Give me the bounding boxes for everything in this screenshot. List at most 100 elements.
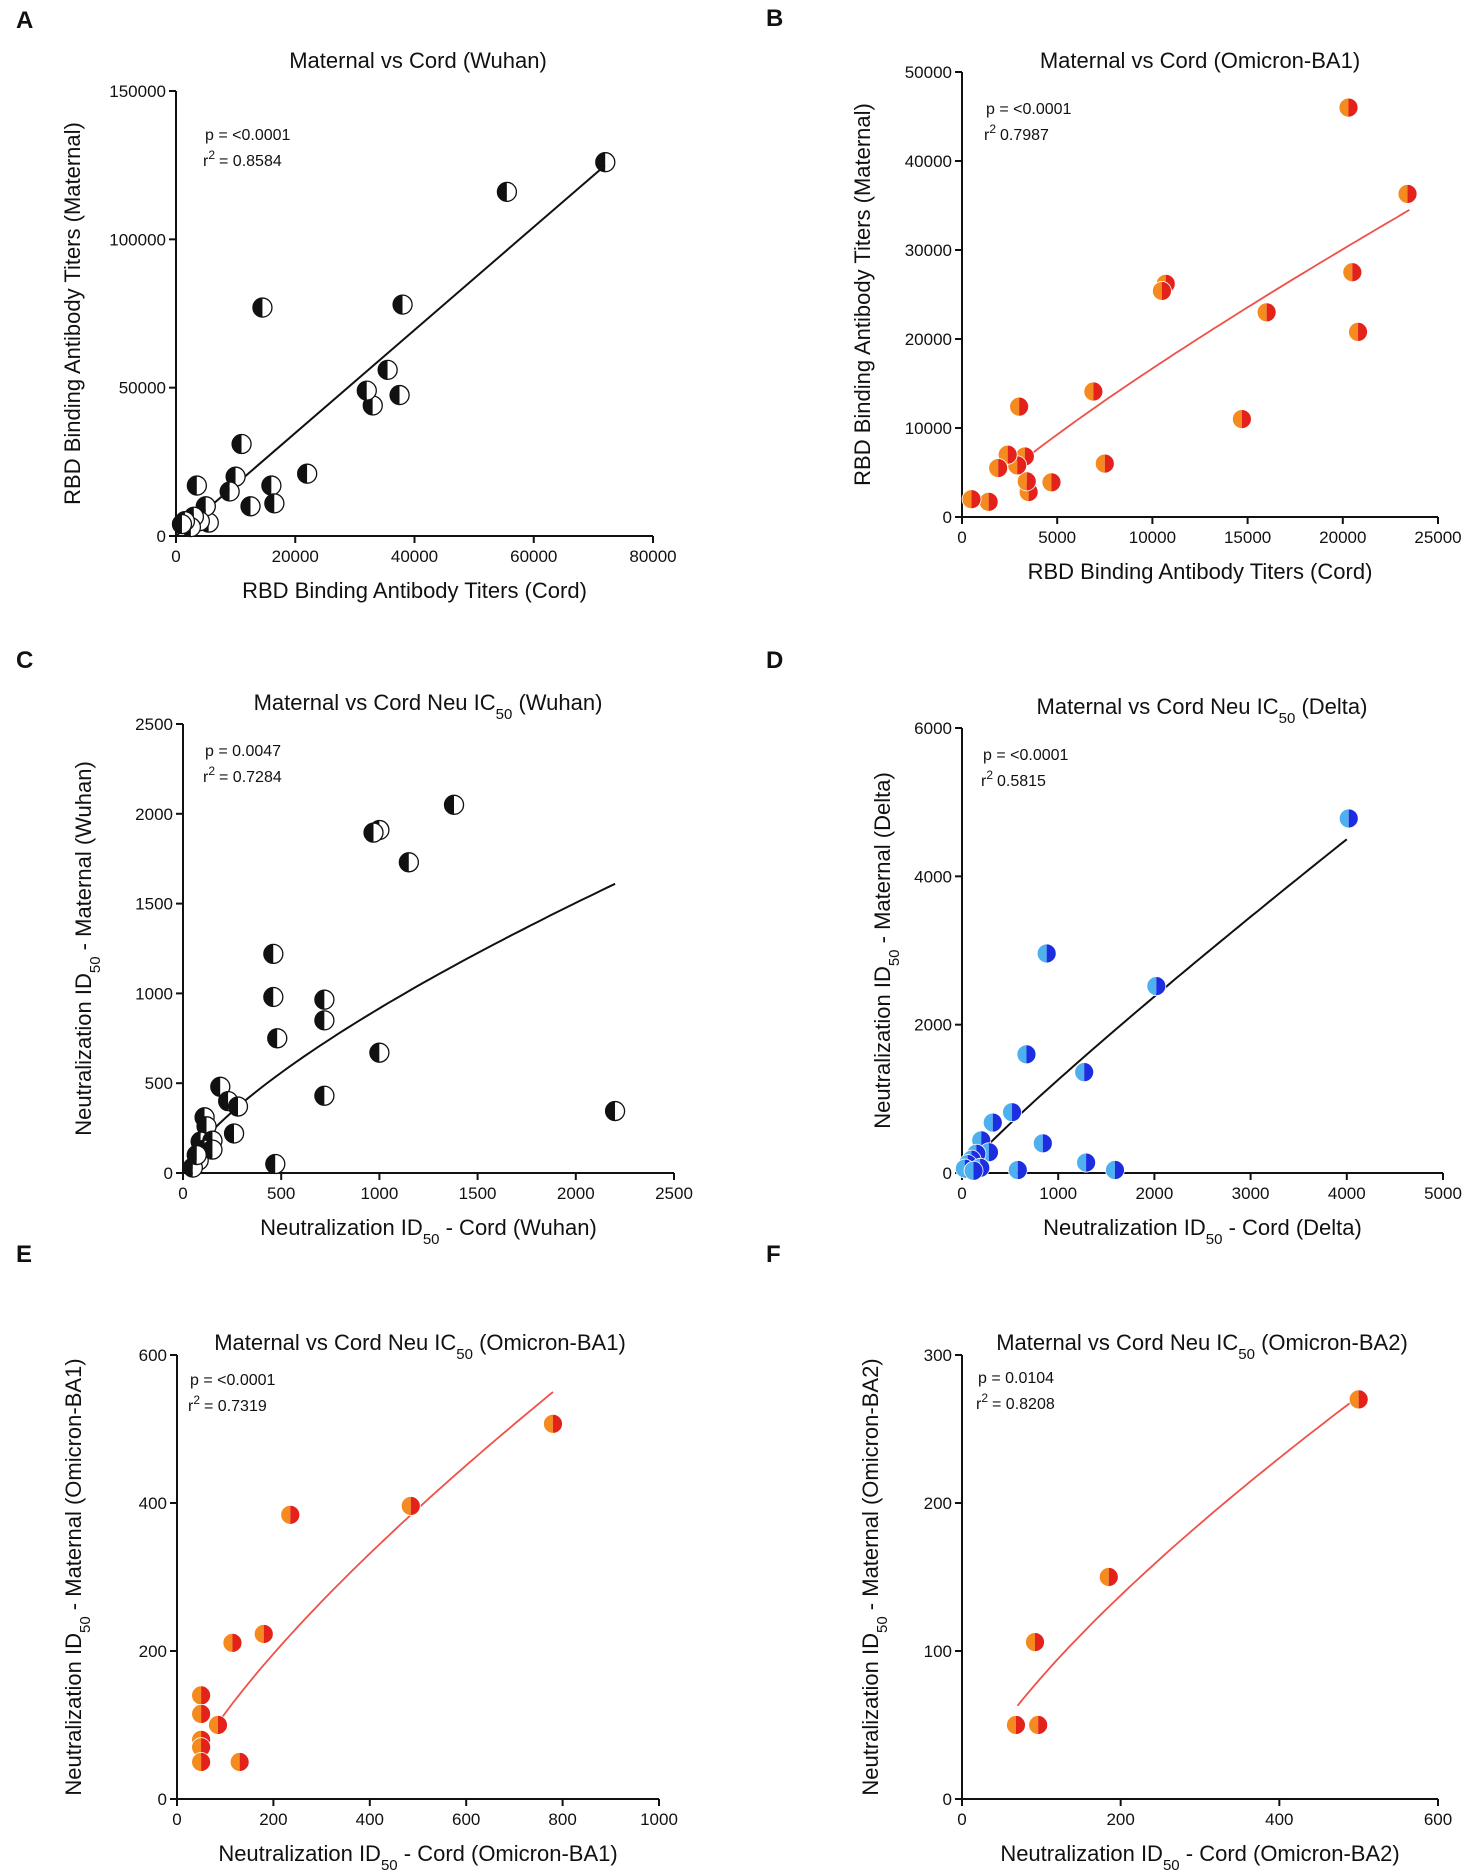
- data-point: [369, 1042, 390, 1063]
- data-point: [961, 489, 982, 510]
- panel-c: C Maternal vs Cord Neu IC50 (Wuhan) 0 500 10…: [16, 647, 693, 1248]
- x-tick-label: 2500: [655, 1184, 693, 1203]
- x-tick-label: 60000: [510, 547, 557, 566]
- x-tick-label: 0: [172, 1810, 181, 1829]
- panel-e: E Maternal vs Cord Neu IC50 (Omicron-BA1)…: [16, 1241, 678, 1873]
- chart-title: Maternal vs Cord Neu IC50 (Omicron-BA2): [996, 1330, 1408, 1363]
- x-tick-label: 200: [1106, 1810, 1134, 1829]
- data-point: [1036, 943, 1057, 964]
- x-tick-label: 200: [259, 1810, 287, 1829]
- panel-letter: F: [766, 1241, 781, 1268]
- data-point: [263, 986, 284, 1008]
- y-tick-label: 1500: [135, 895, 173, 914]
- x-tick-label: 2000: [1135, 1184, 1173, 1203]
- x-tick-label: 1000: [1039, 1184, 1077, 1203]
- y-tick-label: 1000: [135, 984, 173, 1003]
- x-tick-label: 500: [267, 1184, 295, 1203]
- x-tick-label: 0: [957, 1184, 966, 1203]
- y-axis-label: RBD Binding Antibody Titers (Maternal): [60, 122, 85, 505]
- panel-f: F Maternal vs Cord Neu IC50 (Omicron-BA2)…: [766, 1241, 1452, 1873]
- chart-title: Maternal vs Cord Neu IC50 (Wuhan): [254, 690, 603, 723]
- y-tick-label: 0: [164, 1164, 173, 1183]
- r-squared: r2 0.7987: [984, 122, 1049, 144]
- panel-letter: E: [16, 1241, 32, 1268]
- data-point: [231, 433, 252, 455]
- y-tick-label: 300: [924, 1346, 952, 1365]
- r-squared: r2 = 0.7319: [188, 1393, 267, 1415]
- data-point: [1009, 396, 1030, 417]
- data-point: [398, 852, 420, 873]
- data-point: [314, 1085, 335, 1106]
- y-tick-label: 0: [943, 1790, 952, 1809]
- y-tick-label: 400: [139, 1494, 167, 1513]
- data-point: [1002, 1102, 1022, 1123]
- x-tick-label: 2000: [557, 1184, 595, 1203]
- x-tick-label: 1000: [640, 1810, 678, 1829]
- data-point: [604, 1100, 626, 1122]
- data-point: [1231, 409, 1252, 430]
- data-point: [280, 1504, 301, 1525]
- y-axis-label: Neutralization ID50 - Maternal (Omicron-…: [61, 1358, 94, 1795]
- data-point: [1105, 1160, 1125, 1180]
- chart-title: Maternal vs Cord Neu IC50 (Omicron-BA1): [214, 1330, 626, 1363]
- y-tick-label: 200: [139, 1642, 167, 1661]
- fit-line: [1016, 1395, 1360, 1707]
- data-point: [1083, 381, 1104, 402]
- data-point: [202, 1139, 223, 1160]
- data-point: [595, 152, 616, 173]
- data-point: [400, 1496, 421, 1516]
- data-point: [356, 380, 377, 401]
- data-point: [1348, 321, 1368, 342]
- y-tick-label: 200: [924, 1494, 952, 1513]
- data-point: [222, 1632, 243, 1653]
- fit-line: [964, 838, 1348, 1170]
- x-tick-label: 400: [1265, 1810, 1293, 1829]
- data-point: [982, 1112, 1003, 1133]
- x-tick-label: 0: [171, 547, 180, 566]
- y-tick-label: 150000: [109, 82, 166, 101]
- x-tick-label: 1000: [360, 1184, 398, 1203]
- data-point: [1146, 976, 1167, 996]
- y-tick-label: 500: [145, 1074, 173, 1093]
- y-tick-label: 0: [157, 527, 166, 546]
- x-axis-label: Neutralization ID50 - Cord (Omicron-BA1): [218, 1841, 617, 1873]
- p-value: p = <0.0001: [983, 747, 1069, 764]
- y-tick-label: 2000: [135, 805, 173, 824]
- y-axis-label: Neutralization ID50 - Maternal (Delta): [870, 772, 903, 1129]
- data-point: [1007, 1160, 1028, 1180]
- data-point: [1074, 1062, 1095, 1083]
- p-value: p = <0.0001: [190, 1372, 276, 1389]
- x-tick-label: 800: [548, 1810, 576, 1829]
- y-tick-label: 20000: [905, 330, 952, 349]
- data-point: [1397, 184, 1418, 204]
- y-tick-label: 4000: [914, 867, 952, 886]
- data-point: [263, 943, 284, 965]
- data-point: [314, 989, 335, 1010]
- data-point: [978, 491, 999, 512]
- data-point: [1338, 97, 1359, 118]
- x-axis-label: RBD Binding Antibody Titers (Cord): [242, 578, 587, 603]
- panel-b: B Maternal vs Cord (Omicron-BA1) 0 5000 1000…: [766, 5, 1462, 584]
- y-tick-label: 2500: [135, 715, 173, 734]
- x-axis-label: RBD Binding Antibody Titers (Cord): [1028, 559, 1373, 584]
- data-point: [186, 475, 208, 496]
- y-axis-label: Neutralization ID50 - Maternal (Wuhan): [71, 761, 104, 1136]
- data-point: [267, 1028, 288, 1049]
- data-point: [988, 458, 1009, 478]
- x-tick-label: 1500: [459, 1184, 497, 1203]
- data-point: [186, 1144, 207, 1166]
- data-point: [297, 463, 318, 484]
- data-point: [1098, 1567, 1119, 1587]
- data-point: [253, 1624, 274, 1644]
- fit-line: [214, 1391, 554, 1728]
- data-point: [240, 496, 261, 517]
- data-point: [389, 384, 410, 406]
- data-point: [314, 1010, 335, 1031]
- x-tick-label: 600: [1424, 1810, 1452, 1829]
- data-point: [496, 181, 518, 203]
- x-tick-label: 5000: [1424, 1184, 1462, 1203]
- data-point: [543, 1413, 563, 1434]
- panel-a: A Maternal vs Cord (Wuhan) 0 20000 40000 6000…: [16, 7, 677, 603]
- data-point: [223, 1123, 245, 1144]
